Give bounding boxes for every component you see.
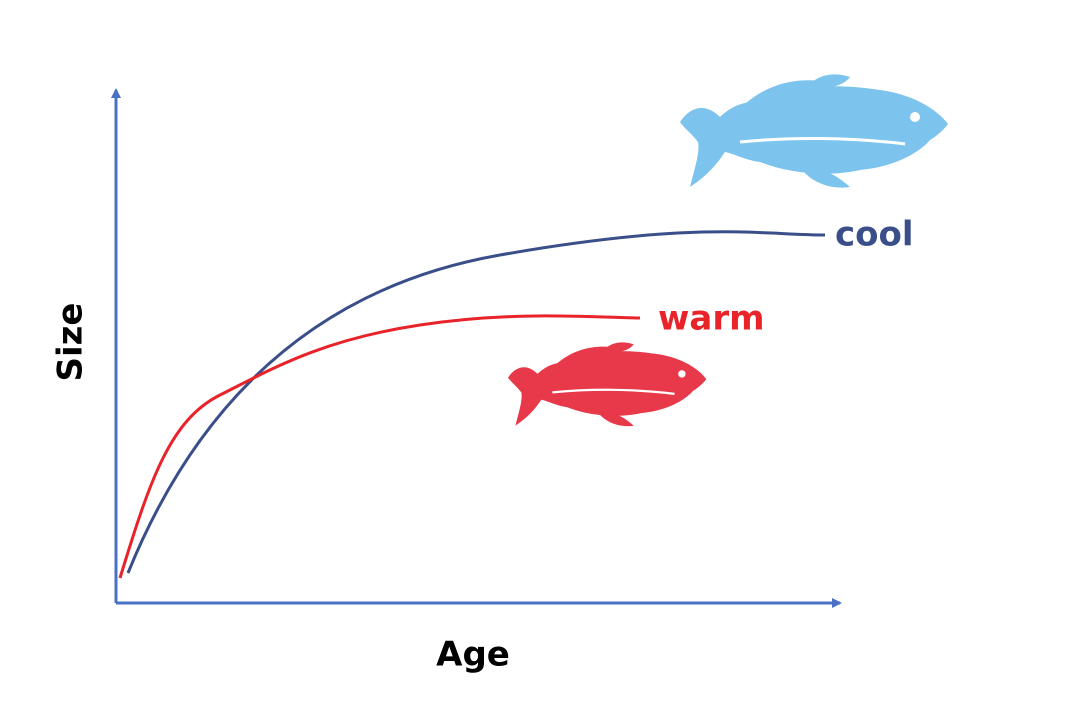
- cool-fish-icon: [680, 74, 948, 188]
- x-axis-label: Age: [436, 635, 510, 675]
- curve-label: cool: [835, 215, 914, 255]
- warm-fish-icon: [508, 342, 707, 427]
- y-axis-label: Size: [51, 303, 91, 382]
- warm-curve: [118, 314, 641, 579]
- curve-label: warm: [658, 299, 765, 339]
- cool-curve: [126, 230, 826, 574]
